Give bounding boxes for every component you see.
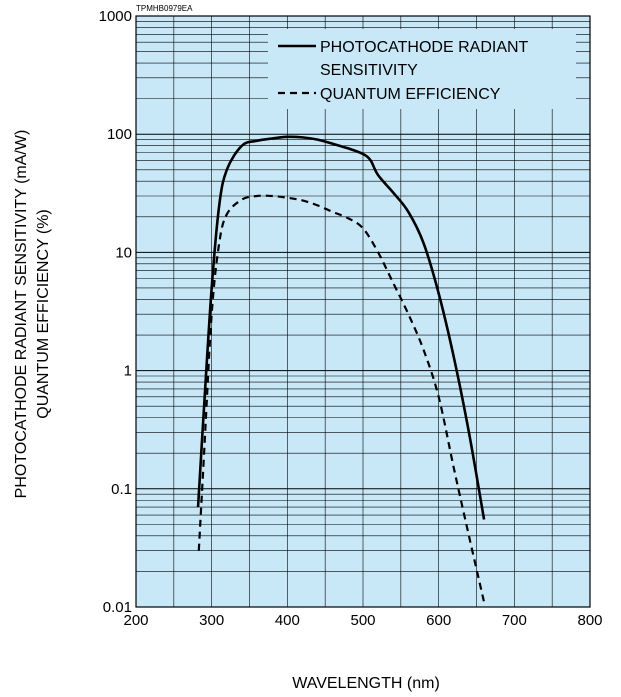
plot-frame <box>135 15 591 608</box>
x-tick-label: 400 <box>275 612 300 629</box>
figure-code: TPMHB0979EA <box>136 4 193 13</box>
y-axis-title-line2: QUANTUM EFFICIENCY (%) <box>35 209 52 418</box>
x-axis-title: WAVELENGTH (nm) <box>292 675 440 692</box>
legend-label-radiant-sensitivity-line2: SENSITIVITY <box>320 62 418 79</box>
x-tick-label: 800 <box>577 612 602 629</box>
y-axis-title-line1: PHOTOCATHODE RADIANT SENSITIVITY (mA/W) <box>13 130 30 499</box>
y-tick-label: 1000 <box>99 8 132 25</box>
x-tick-label: 600 <box>426 612 451 629</box>
series-layer <box>196 135 486 603</box>
y-tick-label: 100 <box>107 126 132 143</box>
y-tick-label: 0.1 <box>111 481 132 498</box>
legend-label-radiant-sensitivity-line1: PHOTOCATHODE RADIANT <box>320 39 529 56</box>
x-tick-label: 200 <box>123 612 148 629</box>
y-tick-label: 0.01 <box>103 599 132 616</box>
grid <box>136 16 590 607</box>
x-tick-label: 700 <box>502 612 527 629</box>
tick-labels: 200 300 400 500 600 700 800 0.01 0.1 1 10 100 1000 <box>99 8 603 629</box>
x-tick-label: 500 <box>350 612 375 629</box>
x-tick-label: 300 <box>199 612 224 629</box>
legend: PHOTOCATHODE RADIANT SENSITIVITY QUANTUM… <box>268 29 576 109</box>
legend-background <box>268 29 576 109</box>
series-line-radiant-sensitivity <box>196 135 486 520</box>
y-tick-label: 1 <box>124 363 132 380</box>
y-tick-label: 10 <box>115 244 132 261</box>
legend-label-quantum-efficiency: QUANTUM EFFICIENCY <box>320 86 501 103</box>
